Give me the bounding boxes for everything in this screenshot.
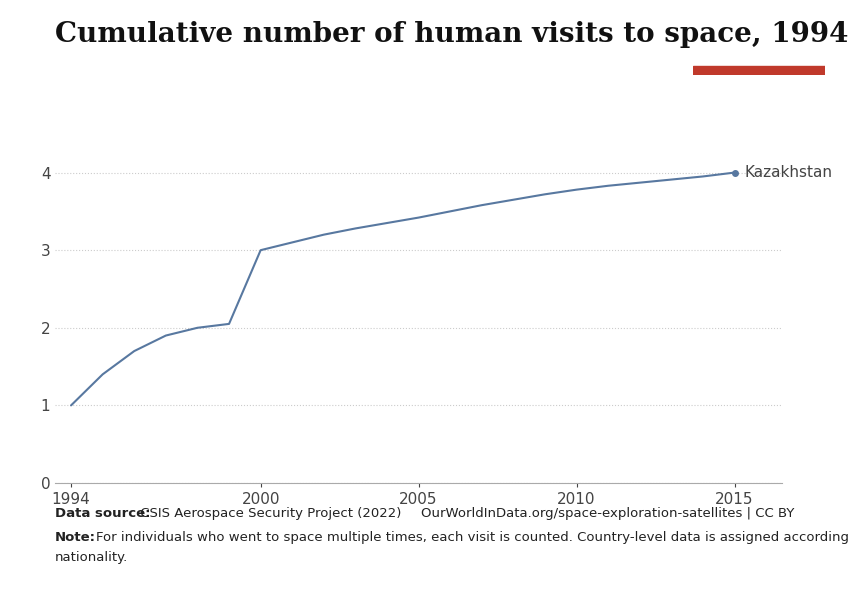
Text: Cumulative number of human visits to space, 1994 to 2015: Cumulative number of human visits to spa… [55, 21, 850, 48]
Text: Note:: Note: [55, 531, 96, 544]
Text: OurWorldInData.org/space-exploration-satellites | CC BY: OurWorldInData.org/space-exploration-sat… [422, 507, 795, 520]
Text: Data source:: Data source: [55, 507, 150, 520]
Text: nationality.: nationality. [55, 551, 128, 564]
Text: Kazakhstan: Kazakhstan [744, 165, 832, 180]
Text: Our World: Our World [727, 26, 790, 36]
Bar [693, 66, 824, 75]
Text: CSIS Aerospace Security Project (2022): CSIS Aerospace Security Project (2022) [136, 507, 401, 520]
Text: in Data: in Data [736, 44, 781, 53]
Text: For individuals who went to space multiple times, each visit is counted. Country: For individuals who went to space multip… [96, 531, 850, 544]
